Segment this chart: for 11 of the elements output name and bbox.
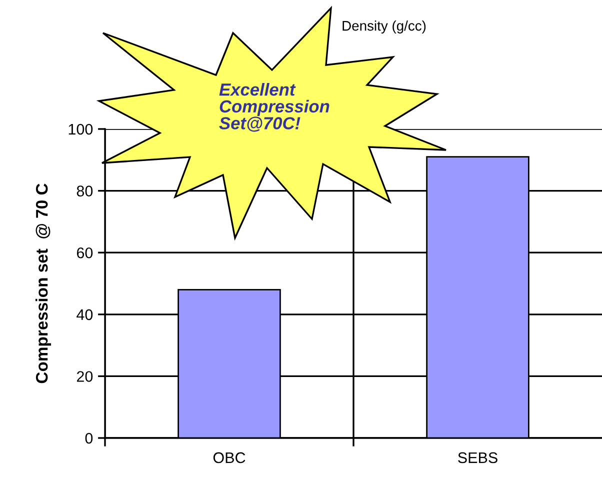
x-tick-label: SEBS [458, 452, 498, 464]
y-tick-label: 100 [68, 124, 93, 135]
annotation: Excellent Compression Set@70C! [219, 83, 330, 132]
y-tick-label: 20 [76, 371, 93, 382]
x-tick-label: OBC [213, 452, 246, 464]
y-tick-label: 60 [76, 247, 93, 258]
text: Density (g/cc) [342, 20, 426, 34]
y-tick-label: 0 [85, 432, 93, 444]
y-tick-label: 40 [76, 309, 93, 320]
y-tick-label: 80 [76, 186, 93, 196]
y-axis-title: Compression set @ 70 C [36, 184, 52, 384]
